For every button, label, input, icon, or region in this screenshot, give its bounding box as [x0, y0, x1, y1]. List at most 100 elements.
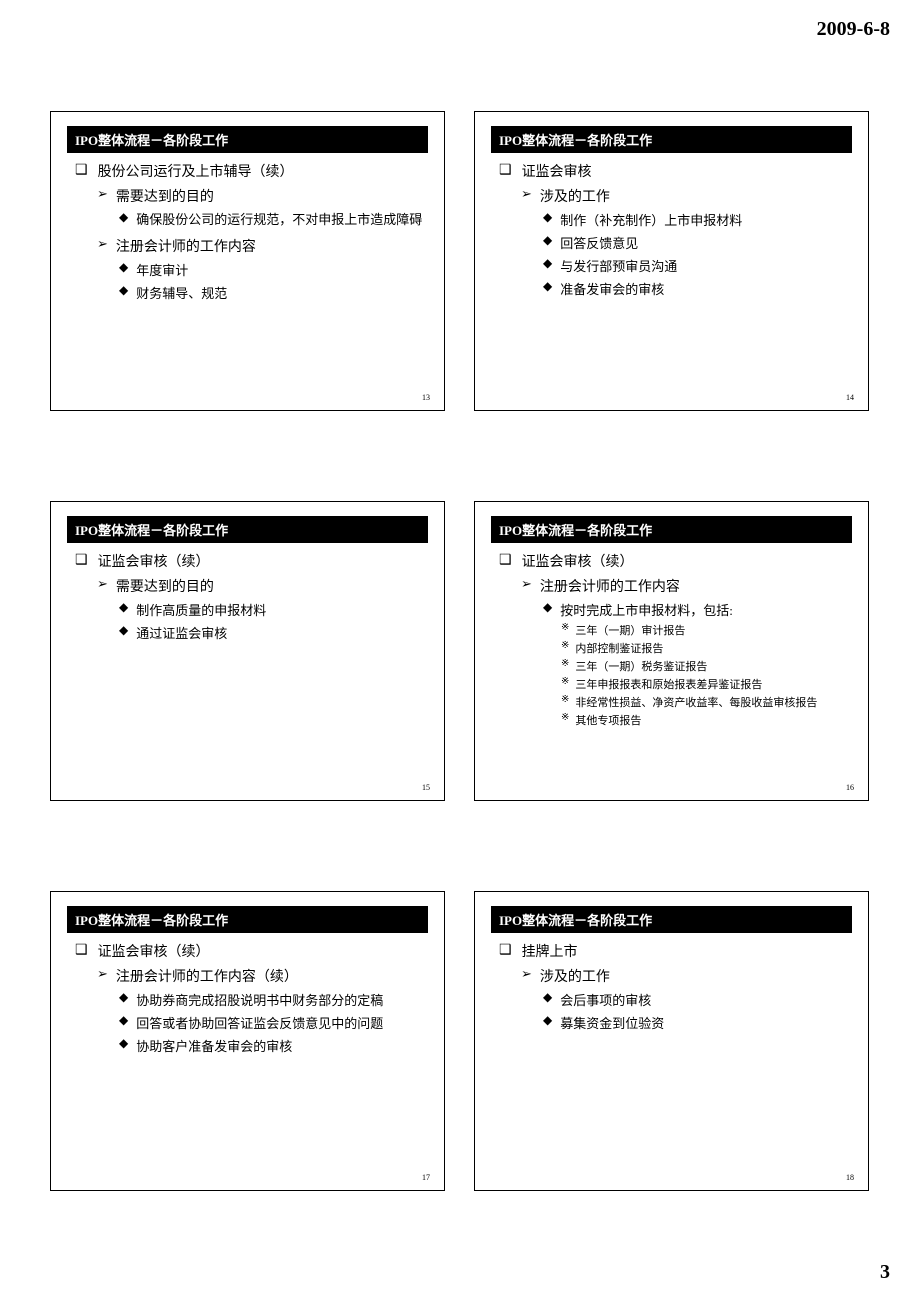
- item-lv3: ◆ 确保股份公司的运行规范，不对申报上市造成障碍: [119, 210, 428, 231]
- item-lv4: ※ 三年申报报表和原始报表差异鉴证报告: [561, 676, 852, 692]
- item-lv3: ◆ 制作高质量的申报材料: [119, 600, 428, 619]
- slide-number: 16: [846, 783, 854, 792]
- arrow-bullet-icon: ➢: [97, 966, 108, 982]
- lv1-text: 证监会审核（续）: [98, 941, 210, 961]
- diamond-bullet-icon: ◆: [119, 990, 128, 1005]
- slide-title: IPO整体流程－各阶段工作: [491, 126, 852, 153]
- star-bullet-icon: ※: [561, 676, 569, 687]
- slide-18: IPO整体流程－各阶段工作 ❑ 挂牌上市 ➢ 涉及的工作 ◆ 会后事项的审核 ◆…: [474, 891, 869, 1191]
- lv4-text: 三年（一期）税务鉴证报告: [575, 658, 707, 674]
- heading-lv2: ➢ 需要达到的目的: [97, 576, 428, 596]
- arrow-bullet-icon: ➢: [521, 966, 532, 982]
- slide-15: IPO整体流程－各阶段工作 ❑ 证监会审核（续） ➢ 需要达到的目的 ◆ 制作高…: [50, 501, 445, 801]
- item-lv3: ◆ 财务辅导、规范: [119, 283, 428, 302]
- date-header: 2009-6-8: [0, 0, 920, 51]
- square-bullet-icon: ❑: [75, 162, 88, 179]
- lv3-text: 准备发审会的审核: [560, 279, 664, 298]
- lv3-text: 确保股份公司的运行规范，不对申报上市造成障碍: [136, 210, 422, 231]
- diamond-bullet-icon: ◆: [543, 210, 552, 225]
- diamond-bullet-icon: ◆: [119, 210, 128, 225]
- lv3-text: 会后事项的审核: [560, 990, 651, 1009]
- lv4-text: 三年申报报表和原始报表差异鉴证报告: [575, 676, 762, 692]
- title-suffix: 整体流程－各阶段工作: [522, 523, 652, 538]
- lv3-text: 回答反馈意见: [560, 233, 638, 252]
- slide-number: 17: [422, 1173, 430, 1182]
- heading-lv1: ❑ 挂牌上市: [499, 941, 852, 961]
- diamond-bullet-icon: ◆: [543, 990, 552, 1005]
- lv2-text: 注册会计师的工作内容: [116, 236, 256, 256]
- slide-14: IPO整体流程－各阶段工作 ❑ 证监会审核 ➢ 涉及的工作 ◆ 制作（补充制作）…: [474, 111, 869, 411]
- item-lv3: ◆ 按时完成上市申报材料，包括:: [543, 600, 852, 619]
- item-lv4: ※ 三年（一期）审计报告: [561, 622, 852, 638]
- heading-lv2: ➢ 注册会计师的工作内容: [97, 236, 428, 256]
- arrow-bullet-icon: ➢: [521, 186, 532, 202]
- item-lv4: ※ 内部控制鉴证报告: [561, 640, 852, 656]
- heading-lv2: ➢ 注册会计师的工作内容（续）: [97, 966, 428, 986]
- slide-number: 13: [422, 393, 430, 402]
- title-suffix: 整体流程－各阶段工作: [522, 913, 652, 928]
- item-lv3: ◆ 回答反馈意见: [543, 233, 852, 252]
- item-lv3: ◆ 协助客户准备发审会的审核: [119, 1036, 428, 1055]
- title-prefix: IPO: [75, 133, 98, 148]
- lv3-text: 募集资金到位验资: [560, 1013, 664, 1032]
- item-lv3: ◆ 会后事项的审核: [543, 990, 852, 1009]
- item-lv3: ◆ 募集资金到位验资: [543, 1013, 852, 1032]
- lv2-text: 注册会计师的工作内容: [540, 576, 680, 596]
- lv2-text: 注册会计师的工作内容（续）: [116, 966, 298, 986]
- lv3-text: 协助客户准备发审会的审核: [136, 1036, 292, 1055]
- lv2-text: 需要达到的目的: [116, 186, 214, 206]
- arrow-bullet-icon: ➢: [97, 186, 108, 202]
- lv3-text: 年度审计: [136, 260, 188, 279]
- diamond-bullet-icon: ◆: [543, 256, 552, 271]
- title-prefix: IPO: [499, 523, 522, 538]
- star-bullet-icon: ※: [561, 640, 569, 651]
- slide-title: IPO整体流程－各阶段工作: [67, 516, 428, 543]
- square-bullet-icon: ❑: [499, 942, 512, 959]
- lv1-text: 股份公司运行及上市辅导（续）: [98, 161, 294, 181]
- heading-lv2: ➢ 涉及的工作: [521, 186, 852, 206]
- diamond-bullet-icon: ◆: [119, 1013, 128, 1028]
- arrow-bullet-icon: ➢: [97, 576, 108, 592]
- item-lv3: ◆ 年度审计: [119, 260, 428, 279]
- lv1-text: 证监会审核: [522, 161, 592, 181]
- lv3-text: 回答或者协助回答证监会反馈意见中的问题: [136, 1013, 383, 1032]
- title-suffix: 整体流程－各阶段工作: [98, 133, 228, 148]
- heading-lv1: ❑ 证监会审核: [499, 161, 852, 181]
- slide-title: IPO整体流程－各阶段工作: [491, 516, 852, 543]
- star-bullet-icon: ※: [561, 712, 569, 723]
- diamond-bullet-icon: ◆: [119, 283, 128, 298]
- slide-title: IPO整体流程－各阶段工作: [67, 126, 428, 153]
- slide-number: 18: [846, 1173, 854, 1182]
- arrow-bullet-icon: ➢: [97, 236, 108, 252]
- diamond-bullet-icon: ◆: [119, 600, 128, 615]
- lv2-text: 涉及的工作: [540, 186, 610, 206]
- diamond-bullet-icon: ◆: [119, 623, 128, 638]
- diamond-bullet-icon: ◆: [543, 279, 552, 294]
- title-prefix: IPO: [499, 133, 522, 148]
- lv3-text: 通过证监会审核: [136, 623, 227, 642]
- slide-17: IPO整体流程－各阶段工作 ❑ 证监会审核（续） ➢ 注册会计师的工作内容（续）…: [50, 891, 445, 1191]
- heading-lv1: ❑ 证监会审核（续）: [75, 551, 428, 571]
- lv2-text: 涉及的工作: [540, 966, 610, 986]
- title-prefix: IPO: [499, 913, 522, 928]
- diamond-bullet-icon: ◆: [119, 1036, 128, 1051]
- star-bullet-icon: ※: [561, 694, 569, 705]
- item-lv3: ◆ 与发行部预审员沟通: [543, 256, 852, 275]
- star-bullet-icon: ※: [561, 622, 569, 633]
- square-bullet-icon: ❑: [499, 552, 512, 569]
- heading-lv2: ➢ 涉及的工作: [521, 966, 852, 986]
- lv3-text: 与发行部预审员沟通: [560, 256, 677, 275]
- diamond-bullet-icon: ◆: [543, 1013, 552, 1028]
- title-suffix: 整体流程－各阶段工作: [98, 913, 228, 928]
- lv3-text: 协助券商完成招股说明书中财务部分的定稿: [136, 990, 383, 1009]
- arrow-bullet-icon: ➢: [521, 576, 532, 592]
- item-lv3: ◆ 准备发审会的审核: [543, 279, 852, 298]
- diamond-bullet-icon: ◆: [119, 260, 128, 275]
- lv3-text: 按时完成上市申报材料，包括:: [560, 600, 733, 619]
- item-lv4: ※ 非经常性损益、净资产收益率、每股收益审核报告: [561, 694, 852, 710]
- heading-lv2: ➢ 注册会计师的工作内容: [521, 576, 852, 596]
- heading-lv1: ❑ 证监会审核（续）: [75, 941, 428, 961]
- title-suffix: 整体流程－各阶段工作: [98, 523, 228, 538]
- heading-lv2: ➢ 需要达到的目的: [97, 186, 428, 206]
- title-prefix: IPO: [75, 913, 98, 928]
